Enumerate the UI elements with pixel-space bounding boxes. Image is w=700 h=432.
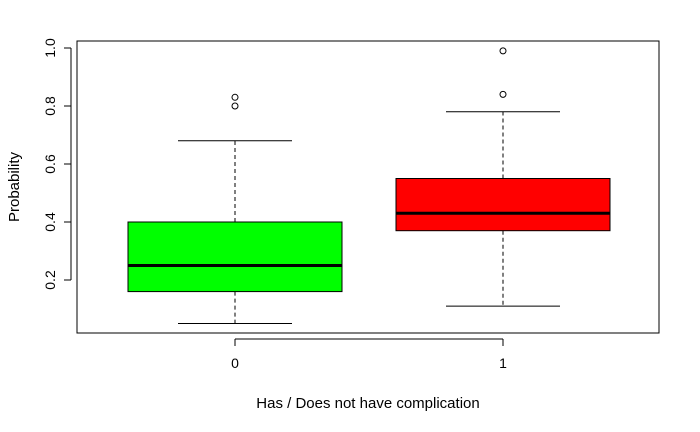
box-1 xyxy=(395,178,611,232)
outlier-point xyxy=(231,93,239,101)
y-axis-label: Probability xyxy=(6,151,23,222)
y-axis: 0.2 0.4 0.6 0.8 1.0 xyxy=(42,38,72,290)
y-tick-label: 0.4 xyxy=(42,212,58,232)
box-0 xyxy=(127,221,343,293)
y-tick-label: 0.2 xyxy=(42,270,58,290)
x-tick-label: 1 xyxy=(499,355,507,371)
outlier-point xyxy=(499,90,507,98)
y-tick-label: 0.8 xyxy=(42,96,58,116)
y-tick-label: 0.6 xyxy=(42,154,58,174)
x-axis-label: Has / Does not have complication xyxy=(256,395,479,412)
plot-frame xyxy=(76,40,660,334)
y-tick-label: 1.0 xyxy=(42,38,58,58)
outlier-point xyxy=(499,47,507,55)
x-tick-label: 0 xyxy=(231,355,239,371)
outlier-point xyxy=(231,102,239,110)
boxes-group xyxy=(127,47,611,324)
